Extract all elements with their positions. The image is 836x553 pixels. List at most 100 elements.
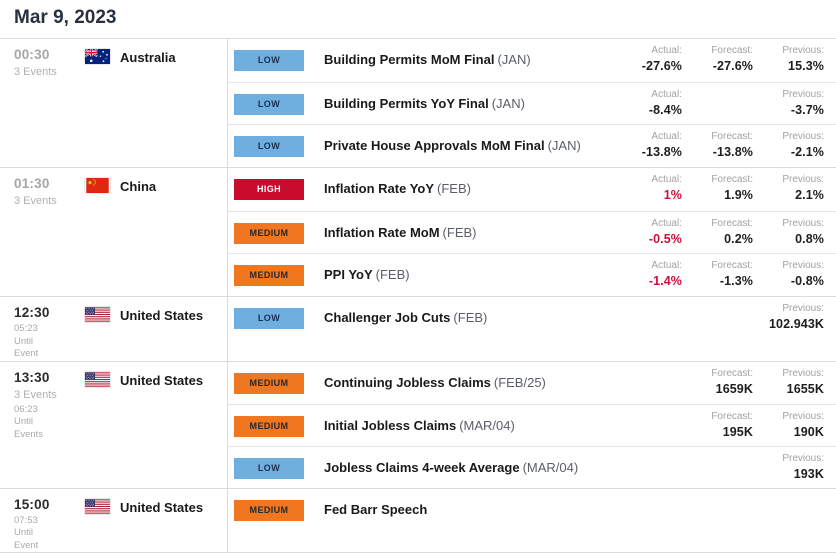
- event-period: (FEB): [453, 310, 488, 326]
- actual-value: -0.5%: [648, 231, 682, 246]
- event-title[interactable]: PPI YoY (FEB): [324, 267, 410, 282]
- event-title[interactable]: Fed Barr Speech: [324, 502, 430, 517]
- forecast-label: Forecast:: [711, 174, 753, 186]
- event-row[interactable]: MEDIUM Continuing Jobless Claims (FEB/25)…: [228, 362, 836, 404]
- event-row[interactable]: HIGH Inflation Rate YoY (FEB) Actual: 1% …: [228, 168, 836, 211]
- event-name: Inflation Rate MoM: [324, 224, 440, 240]
- country-cell: China: [75, 168, 227, 296]
- event-title[interactable]: Initial Jobless Claims (MAR/04): [324, 418, 515, 433]
- event-list: LOW Building Permits MoM Final (JAN) Actu…: [227, 39, 836, 168]
- countdown-line: Event: [14, 539, 39, 551]
- event-title[interactable]: Building Permits YoY Final (JAN): [324, 96, 525, 111]
- importance-badge: MEDIUM: [234, 372, 304, 394]
- date-header: Mar 9, 2023: [0, 0, 836, 39]
- country-flag-icon: [85, 49, 110, 64]
- country-flag-icon: [85, 307, 110, 322]
- event-title[interactable]: Inflation Rate MoM (FEB): [324, 225, 477, 240]
- event-name: Initial Jobless Claims: [324, 417, 457, 433]
- previous-column: Previous: -3.7%: [753, 89, 824, 117]
- actual-column: Actual: -13.8%: [611, 131, 682, 159]
- event-name: Fed Barr Speech: [324, 501, 428, 517]
- previous-label: Previous:: [782, 174, 824, 186]
- event-title[interactable]: Private House Approvals MoM Final (JAN): [324, 138, 581, 153]
- event-title[interactable]: Building Permits MoM Final (JAN): [324, 52, 531, 67]
- event-row[interactable]: MEDIUM Fed Barr Speech: [228, 489, 836, 549]
- country-name: United States: [120, 308, 204, 324]
- previous-column: Previous: -0.8%: [753, 260, 824, 288]
- previous-value: 2.1%: [795, 188, 824, 203]
- countdown-line: 07:53: [14, 514, 38, 526]
- country-cell: United States: [75, 362, 227, 488]
- forecast-value: 1659K: [715, 381, 753, 396]
- forecast-label: Forecast:: [711, 367, 753, 379]
- event-period: (MAR/04): [459, 417, 515, 433]
- country-flag-icon: [85, 498, 110, 514]
- countdown-line: Events: [14, 428, 44, 440]
- event-values: Actual: -13.8% Forecast: -13.8% Previous…: [611, 131, 824, 159]
- event-list: MEDIUM Fed Barr Speech: [227, 488, 836, 553]
- previous-column: Previous: 2.1%: [753, 174, 824, 202]
- actual-column: Actual: 1%: [611, 174, 682, 202]
- event-row[interactable]: MEDIUM Inflation Rate MoM (FEB) Actual: -…: [228, 210, 836, 254]
- event-group: 01:30 3 Events China HIGH Inflation Rate…: [0, 167, 836, 297]
- previous-value: 193K: [793, 466, 824, 481]
- previous-column: Previous: 1655K: [753, 368, 824, 396]
- event-name: Building Permits YoY Final: [324, 95, 489, 111]
- forecast-column: Forecast: -1.3%: [682, 260, 753, 288]
- countdown-line: 06:23: [14, 403, 38, 415]
- importance-badge: LOW: [234, 308, 304, 330]
- event-row[interactable]: MEDIUM Initial Jobless Claims (MAR/04) Fo…: [228, 403, 836, 446]
- previous-label: Previous:: [782, 131, 824, 143]
- event-row[interactable]: LOW Building Permits YoY Final (JAN) Actu…: [228, 81, 836, 125]
- event-period: (JAN): [491, 95, 525, 111]
- forecast-value: 0.2%: [724, 231, 753, 246]
- previous-value: 1655K: [786, 381, 824, 396]
- actual-label: Actual:: [651, 45, 682, 56]
- event-time: 15:00: [14, 496, 50, 512]
- event-values: Actual: -27.6% Forecast: -27.6% Previous…: [611, 45, 824, 73]
- event-name: Building Permits MoM Final: [324, 52, 495, 67]
- event-group: 15:00 07:53 Until Event United States MEDI…: [0, 487, 836, 553]
- event-row[interactable]: LOW Private House Approvals MoM Final (JA…: [228, 124, 836, 167]
- event-title[interactable]: Continuing Jobless Claims (FEB/25): [324, 375, 546, 390]
- events-count: 3 Events: [14, 388, 57, 401]
- forecast-column: Forecast: 1.9%: [682, 174, 753, 202]
- event-period: (FEB): [442, 224, 477, 240]
- time-cell: 01:30 3 Events: [0, 168, 75, 296]
- country-cell: United States: [75, 297, 227, 361]
- event-title[interactable]: Jobless Claims 4-week Average (MAR/04): [324, 460, 578, 475]
- event-period: (FEB/25): [493, 374, 546, 390]
- actual-value: 1%: [663, 188, 682, 203]
- importance-badge: MEDIUM: [234, 265, 304, 287]
- event-time: 12:30: [14, 305, 50, 321]
- countdown-line: Until: [14, 416, 34, 428]
- country-cell: Australia: [75, 39, 227, 167]
- event-name: Inflation Rate YoY: [324, 181, 435, 197]
- event-time: 01:30: [14, 176, 50, 192]
- event-row[interactable]: LOW Jobless Claims 4-week Average (MAR/04…: [228, 445, 836, 488]
- event-row[interactable]: MEDIUM PPI YoY (FEB) Actual: -1.4% Foreca…: [228, 253, 836, 296]
- event-row[interactable]: LOW Challenger Job Cuts (FEB) Previous: 1…: [228, 297, 836, 360]
- time-cell: 15:00 07:53 Until Event: [0, 489, 75, 553]
- previous-label: Previous:: [782, 88, 824, 100]
- country-flag-icon: [85, 178, 110, 194]
- previous-column: Previous: -2.1%: [753, 131, 824, 159]
- event-title[interactable]: Challenger Job Cuts (FEB): [324, 310, 487, 325]
- event-values: [611, 495, 824, 498]
- event-name: Jobless Claims 4-week Average: [324, 459, 520, 475]
- event-list: MEDIUM Continuing Jobless Claims (FEB/25)…: [227, 361, 836, 488]
- country-name: China: [120, 179, 157, 195]
- forecast-column: Forecast: 1659K: [682, 368, 753, 396]
- event-time: 00:30: [14, 47, 50, 62]
- actual-value: -27.6%: [641, 59, 682, 73]
- event-row[interactable]: LOW Building Permits MoM Final (JAN) Actu…: [228, 39, 836, 82]
- event-group: 12:30 05:23 Until Event United States LOW …: [0, 296, 836, 361]
- calendar-table: 00:30 3 Events Australia LOW Building Pe…: [0, 39, 836, 553]
- event-list: HIGH Inflation Rate YoY (FEB) Actual: 1% …: [227, 168, 836, 297]
- event-time: 13:30: [14, 369, 50, 385]
- actual-column: Actual: -8.4%: [611, 89, 682, 117]
- event-name: Private House Approvals MoM Final: [324, 138, 545, 154]
- event-values: Previous: 193K: [611, 453, 824, 481]
- event-title[interactable]: Inflation Rate YoY (FEB): [324, 181, 471, 196]
